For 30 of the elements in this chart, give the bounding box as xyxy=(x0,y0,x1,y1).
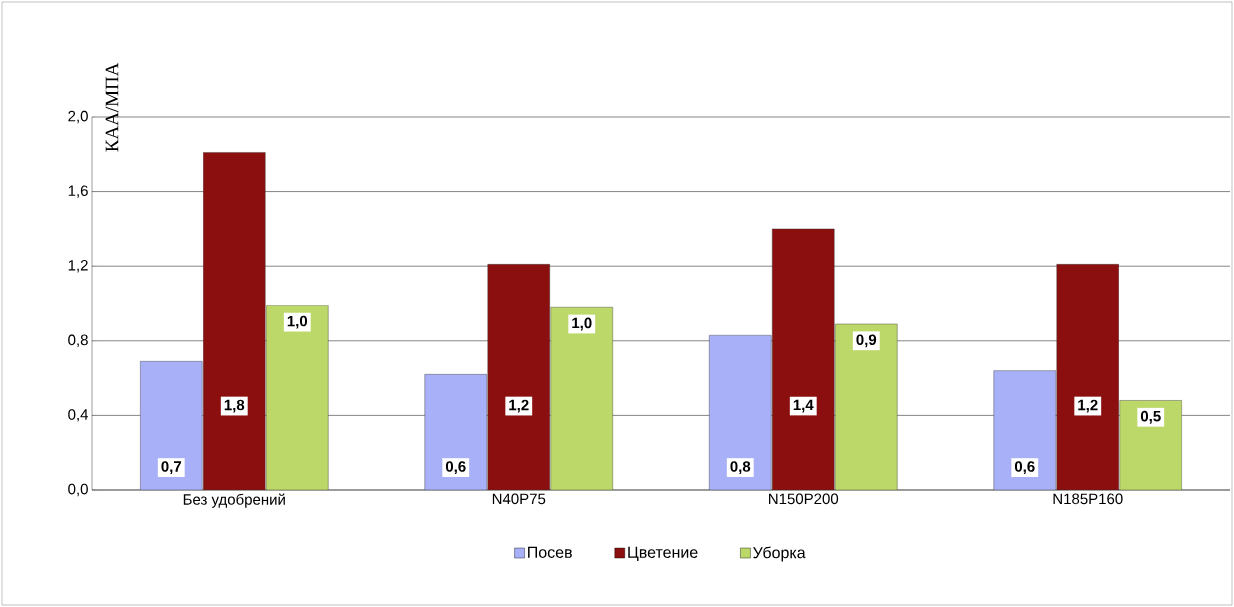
data-label: 0,6 xyxy=(445,461,466,474)
x-tick-label: N40P75 xyxy=(492,493,546,505)
data-label: 0,9 xyxy=(856,334,877,348)
y-tick-label: 0,4 xyxy=(68,409,89,422)
legend-label: Уборка xyxy=(753,546,806,562)
y-tick-label: 1,2 xyxy=(68,259,88,273)
y-tick-label: 2,0 xyxy=(68,110,88,124)
bar xyxy=(993,370,1056,490)
bar xyxy=(424,374,487,490)
data-label: 0,6 xyxy=(1014,461,1035,474)
data-label: 1,0 xyxy=(287,315,308,329)
x-tick-label: Без удобрений xyxy=(183,493,285,508)
data-label: 1,2 xyxy=(1078,399,1098,413)
y-axis-title: КАА/МПА xyxy=(105,62,119,152)
legend-label: Цветение xyxy=(628,546,698,561)
data-label: 1,8 xyxy=(224,399,245,413)
y-tick-label: 0,8 xyxy=(68,334,88,347)
data-label: 1,4 xyxy=(793,399,814,413)
data-label: 1,2 xyxy=(509,399,529,413)
legend-label: Посев xyxy=(528,546,572,558)
bar xyxy=(140,361,203,490)
data-label: 0,7 xyxy=(161,461,182,474)
data-label: 0,5 xyxy=(1140,410,1161,424)
x-tick-label: N185P160 xyxy=(1053,493,1123,505)
y-tick-label: 0,0 xyxy=(68,483,88,497)
y-tick-label: 1,6 xyxy=(68,185,88,198)
data-label: 1,0 xyxy=(572,317,592,331)
data-label: 0,8 xyxy=(730,461,751,474)
bar xyxy=(709,334,772,490)
x-tick-label: N150P200 xyxy=(769,493,839,505)
